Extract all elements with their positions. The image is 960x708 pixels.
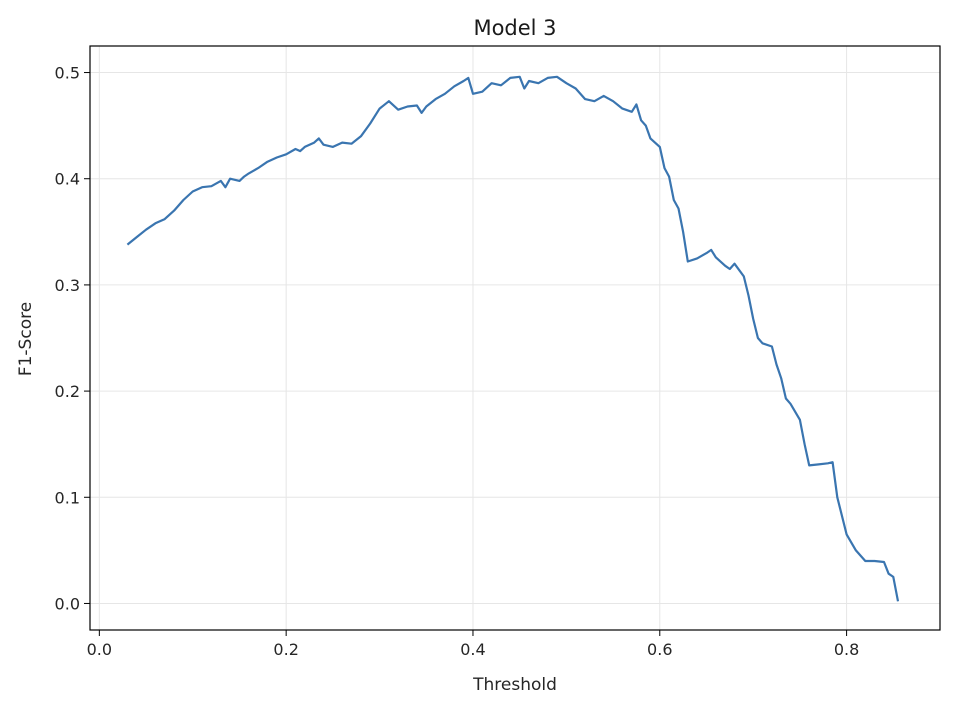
f1-score-line <box>126 75 900 602</box>
x-tick-label: 0.4 <box>460 640 485 659</box>
plot-series <box>126 75 900 602</box>
y-tick-label: 0.3 <box>55 276 80 295</box>
x-tick-label: 0.6 <box>647 640 672 659</box>
x-axis-label: Threshold <box>472 675 557 695</box>
axes-frame <box>89 45 941 631</box>
y-axis-ticks: 0.0 0.1 0.2 0.3 0.4 0.5 <box>55 64 90 613</box>
y-tick-label: 0.0 <box>55 594 80 613</box>
y-tick-label: 0.4 <box>55 170 80 189</box>
y-tick-label: 0.5 <box>55 64 80 83</box>
x-tick-label: 0.8 <box>834 640 859 659</box>
x-tick-label: 0.0 <box>87 640 112 659</box>
chart-title: Model 3 <box>473 16 556 40</box>
grid-lines <box>90 46 940 630</box>
x-axis-ticks: 0.0 0.2 0.4 0.6 0.8 <box>87 630 859 659</box>
y-axis-label: F1-Score <box>16 302 36 376</box>
x-tick-label: 0.2 <box>273 640 298 659</box>
y-tick-label: 0.2 <box>55 382 80 401</box>
y-tick-label: 0.1 <box>55 488 80 507</box>
